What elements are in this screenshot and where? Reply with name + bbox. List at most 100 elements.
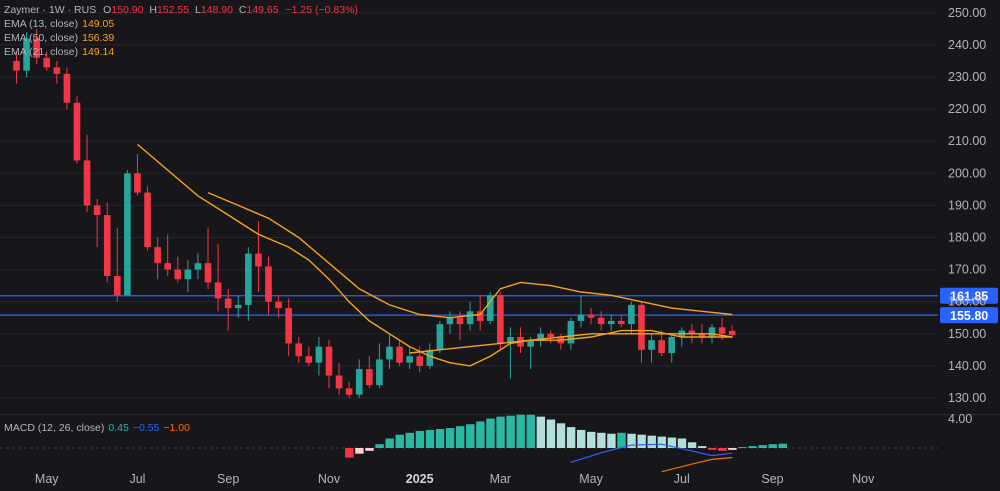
candle[interactable] bbox=[33, 38, 40, 58]
candle[interactable] bbox=[638, 304, 645, 350]
candle[interactable] bbox=[436, 324, 444, 350]
open-value: 150.90 bbox=[111, 4, 144, 16]
candle[interactable] bbox=[618, 320, 625, 325]
candle[interactable] bbox=[53, 67, 61, 74]
ema13-legend[interactable]: EMA (13, close) 149.05 bbox=[4, 17, 114, 31]
candle[interactable] bbox=[577, 314, 585, 321]
candle[interactable] bbox=[718, 327, 726, 334]
candle[interactable] bbox=[214, 282, 222, 299]
candle[interactable] bbox=[607, 320, 615, 325]
time-tick-label: Jul bbox=[674, 472, 690, 486]
candle[interactable] bbox=[154, 247, 161, 264]
candle[interactable] bbox=[325, 346, 333, 376]
ema21-legend[interactable]: EMA (21, close) 149.14 bbox=[4, 45, 114, 59]
ema50-line[interactable] bbox=[207, 191, 733, 319]
candle[interactable] bbox=[174, 269, 182, 280]
candle[interactable] bbox=[23, 38, 30, 71]
candle[interactable] bbox=[547, 333, 555, 337]
candle[interactable] bbox=[567, 320, 575, 344]
candle[interactable] bbox=[93, 205, 101, 216]
ema21-line[interactable] bbox=[409, 333, 733, 354]
candle[interactable] bbox=[345, 388, 353, 395]
candle[interactable] bbox=[396, 346, 403, 363]
candle[interactable] bbox=[497, 295, 504, 344]
macd-line[interactable] bbox=[570, 443, 733, 463]
candle[interactable] bbox=[63, 73, 71, 103]
price-tick-label: 130.00 bbox=[948, 391, 986, 405]
price-tick-label: 250.00 bbox=[948, 6, 986, 20]
candle[interactable] bbox=[688, 330, 696, 334]
candle[interactable] bbox=[507, 336, 514, 344]
macd-line-value: −0.55 bbox=[132, 422, 160, 434]
macd-legend[interactable]: MACD (12, 26, close) 0.45 −0.55 −1.00 bbox=[4, 421, 190, 435]
candle[interactable] bbox=[698, 333, 706, 337]
price-tick-label: 180.00 bbox=[948, 230, 986, 244]
macd-histogram-bar bbox=[365, 448, 374, 451]
macd-hist-value: 0.45 bbox=[108, 422, 129, 434]
macd-histogram-bar bbox=[748, 446, 757, 448]
candle[interactable] bbox=[144, 192, 151, 248]
candle[interactable] bbox=[103, 215, 111, 276]
candle[interactable] bbox=[527, 340, 534, 347]
candle[interactable] bbox=[386, 346, 393, 360]
candle[interactable] bbox=[587, 314, 595, 318]
ema50-legend[interactable]: EMA (50, close) 156.39 bbox=[4, 31, 114, 45]
candle[interactable] bbox=[285, 308, 292, 344]
candle[interactable] bbox=[456, 317, 464, 325]
macd-histogram-bar bbox=[506, 415, 515, 448]
candle[interactable] bbox=[295, 343, 303, 357]
candle[interactable] bbox=[416, 356, 423, 366]
candle[interactable] bbox=[466, 311, 474, 325]
candle[interactable] bbox=[184, 269, 192, 280]
ema50-label: EMA (50, close) bbox=[4, 32, 79, 44]
candle[interactable] bbox=[73, 102, 81, 161]
candle[interactable] bbox=[134, 173, 141, 193]
price-level-tag bbox=[940, 307, 998, 324]
candle[interactable] bbox=[537, 333, 544, 341]
macd-histogram-bar bbox=[617, 432, 626, 448]
candle[interactable] bbox=[114, 276, 121, 296]
candle[interactable] bbox=[204, 263, 212, 283]
candle[interactable] bbox=[476, 311, 484, 321]
candle[interactable] bbox=[406, 356, 413, 363]
candle[interactable] bbox=[194, 263, 202, 270]
candle[interactable] bbox=[255, 253, 262, 267]
candle[interactable] bbox=[426, 349, 434, 366]
candle[interactable] bbox=[275, 301, 282, 309]
candle[interactable] bbox=[234, 304, 242, 309]
candle[interactable] bbox=[366, 369, 373, 386]
candle[interactable] bbox=[376, 359, 383, 386]
candle[interactable] bbox=[43, 57, 51, 68]
macd-histogram-bar bbox=[637, 434, 646, 448]
candle[interactable] bbox=[668, 336, 675, 354]
macd-histogram-bar bbox=[496, 416, 505, 448]
candle[interactable] bbox=[728, 330, 736, 335]
candle[interactable] bbox=[245, 253, 252, 305]
ema13-line[interactable] bbox=[137, 143, 733, 367]
macd-histogram-bar bbox=[476, 421, 485, 448]
candle[interactable] bbox=[305, 356, 313, 363]
candle[interactable] bbox=[708, 327, 716, 337]
candle[interactable] bbox=[224, 298, 232, 309]
time-tick-label: Sep bbox=[217, 472, 239, 486]
candle[interactable] bbox=[355, 369, 363, 395]
candle[interactable] bbox=[124, 173, 131, 296]
price-tick-label: 190.00 bbox=[948, 198, 986, 212]
macd-signal-line[interactable] bbox=[661, 456, 733, 473]
candle[interactable] bbox=[648, 340, 655, 350]
candle[interactable] bbox=[597, 317, 605, 325]
ema21-value: 149.14 bbox=[82, 46, 115, 58]
high-value: 152.55 bbox=[156, 4, 190, 16]
candle[interactable] bbox=[13, 60, 20, 71]
candle[interactable] bbox=[335, 375, 343, 389]
candle[interactable] bbox=[164, 263, 171, 270]
candle[interactable] bbox=[446, 317, 454, 325]
candle[interactable] bbox=[658, 340, 665, 354]
candle[interactable] bbox=[486, 295, 494, 321]
candle[interactable] bbox=[265, 266, 272, 302]
candle[interactable] bbox=[628, 304, 635, 325]
candle[interactable] bbox=[83, 160, 91, 206]
candle[interactable] bbox=[315, 346, 323, 363]
symbol-legend[interactable]: Zaymer · 1W · RUS O150.90 H152.55 L148.9… bbox=[4, 4, 358, 16]
